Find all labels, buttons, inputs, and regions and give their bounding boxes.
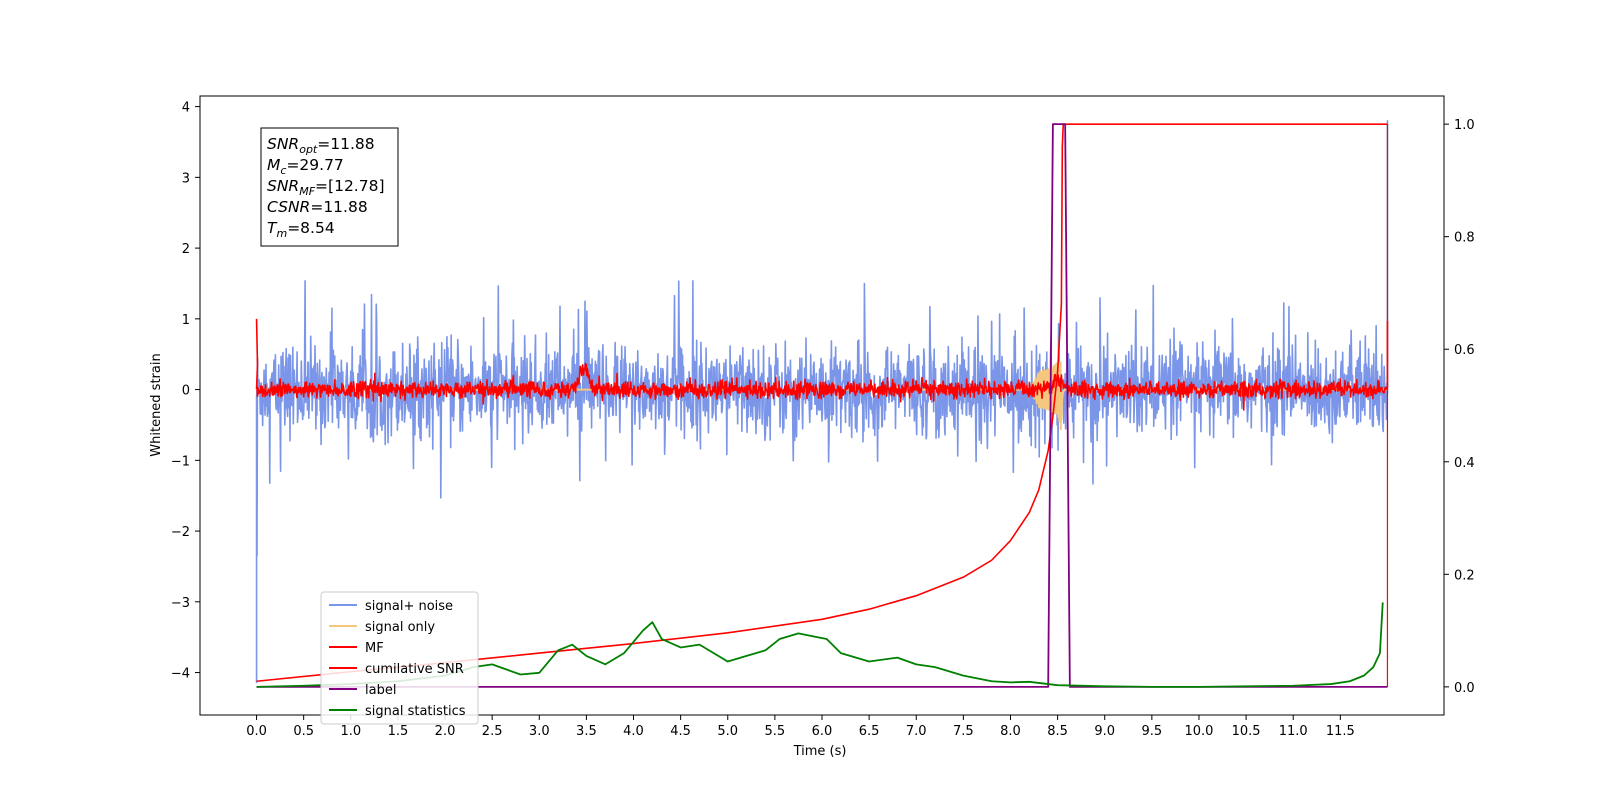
legend: signal+ noise signal only MF cumilative SNR… xyxy=(320,591,479,725)
x-tick-label: 4.5 xyxy=(670,724,691,739)
y-left-tick-label: −1 xyxy=(171,454,190,469)
x-axis: 0.0 0.5 1.0 1.5 2.0 2.5 3.0 3.5 4.0 4.5 5.0 5.5 6.0 6… xyxy=(246,715,1355,739)
y-left-tick-label: −2 xyxy=(171,525,190,540)
legend-entry: cumilative SNR xyxy=(365,662,464,677)
y-left-tick-label: 3 xyxy=(182,171,190,186)
y-right-tick-label: 0.4 xyxy=(1454,456,1475,471)
legend-entry: MF xyxy=(365,641,384,656)
annotation-line: Tm=8.54 xyxy=(267,219,335,240)
annotation-line: Mc=29.77 xyxy=(267,156,344,177)
legend-frame xyxy=(320,591,479,725)
x-tick-label: 7.5 xyxy=(953,724,974,739)
annotation-frame xyxy=(260,127,399,247)
legend-entry: signal only xyxy=(365,620,435,635)
x-tick-label: 0.0 xyxy=(246,724,267,739)
x-tick-label: 7.0 xyxy=(906,724,927,739)
x-tick-label: 1.0 xyxy=(340,724,361,739)
y-left-tick-label: 0 xyxy=(182,384,190,399)
x-tick-label: 2.5 xyxy=(482,724,503,739)
x-tick-label: 10.5 xyxy=(1232,724,1261,739)
y-left-tick-label: 1 xyxy=(182,313,190,328)
x-tick-label: 9.0 xyxy=(1094,724,1115,739)
annotation-line: CSNR=11.88 xyxy=(267,198,368,216)
y-right-tick-label: 0.0 xyxy=(1454,681,1475,696)
x-tick-label: 3.0 xyxy=(529,724,550,739)
x-tick-label: 4.0 xyxy=(623,724,644,739)
x-tick-label: 5.5 xyxy=(765,724,786,739)
y-left-tick-label: 2 xyxy=(182,242,190,257)
x-tick-label: 10.0 xyxy=(1184,724,1213,739)
y-axis-right: 1.0 0.8 0.6 0.4 0.2 0.0 xyxy=(1444,118,1475,696)
y-right-tick-label: 0.2 xyxy=(1454,568,1475,583)
x-tick-label: 2.0 xyxy=(435,724,456,739)
x-tick-label: 0.5 xyxy=(293,724,314,739)
x-tick-label: 1.5 xyxy=(388,724,409,739)
x-tick-label: 5.0 xyxy=(717,724,738,739)
x-tick-label: 11.5 xyxy=(1326,724,1355,739)
y-right-tick-label: 0.8 xyxy=(1454,231,1475,246)
y-left-tick-label: −4 xyxy=(171,667,190,682)
y-left-tick-label: −3 xyxy=(171,596,190,611)
y-axis-label: Whitened strain xyxy=(149,353,164,456)
x-axis-label: Time (s) xyxy=(793,744,847,759)
x-tick-label: 3.5 xyxy=(576,724,597,739)
y-right-tick-label: 1.0 xyxy=(1454,118,1475,133)
annotation-line: SNRMF=[12.78] xyxy=(267,177,385,198)
series-layer xyxy=(255,119,1389,688)
x-tick-label: 6.0 xyxy=(812,724,833,739)
x-tick-label: 8.0 xyxy=(1000,724,1021,739)
x-tick-label: 8.5 xyxy=(1047,724,1068,739)
series-signal-plus-noise-line xyxy=(255,119,1389,684)
legend-entry: signal statistics xyxy=(365,704,466,719)
x-tick-label: 6.5 xyxy=(859,724,880,739)
stats-annotation-box: SNRopt=11.88Mc=29.77SNRMF=[12.78]CSNR=11… xyxy=(260,127,399,247)
x-tick-label: 9.5 xyxy=(1142,724,1163,739)
annotation-line: SNRopt=11.88 xyxy=(267,135,375,156)
y-left-tick-label: 4 xyxy=(182,101,190,116)
x-tick-label: 11.0 xyxy=(1279,724,1308,739)
series-mf-line xyxy=(255,318,1389,411)
y-right-tick-label: 0.6 xyxy=(1454,343,1475,358)
series-label-line xyxy=(256,123,1388,688)
y-axis-left: 4 3 2 1 0 −1 −2 −3 −4 xyxy=(171,101,200,682)
series-cumulative-snr-line xyxy=(256,123,1388,683)
legend-entry: label xyxy=(365,683,396,698)
legend-entry: signal+ noise xyxy=(365,599,453,614)
series-signal-statistics-line xyxy=(256,602,1384,688)
